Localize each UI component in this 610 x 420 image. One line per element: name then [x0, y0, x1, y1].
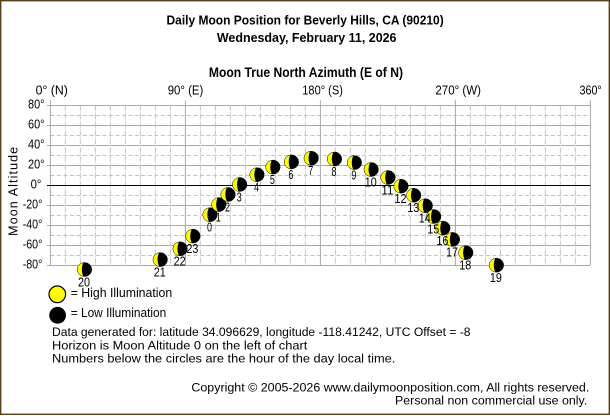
svg-text:2: 2 [225, 199, 230, 214]
svg-text:17: 17 [446, 244, 458, 259]
svg-text:9: 9 [351, 168, 356, 183]
svg-text:360°: 360° [580, 83, 602, 98]
svg-text:20°: 20° [28, 157, 45, 172]
svg-text:5: 5 [270, 172, 275, 187]
svg-text:13: 13 [407, 200, 419, 215]
svg-text:60°: 60° [28, 117, 45, 132]
svg-text:6: 6 [288, 167, 293, 182]
svg-text:10: 10 [365, 174, 377, 189]
svg-text:-60°: -60° [23, 237, 43, 252]
svg-text:19: 19 [490, 270, 502, 285]
svg-text:12: 12 [395, 191, 407, 206]
svg-text:8: 8 [332, 164, 337, 179]
svg-text:15: 15 [427, 221, 439, 236]
svg-text:21: 21 [154, 265, 166, 280]
svg-text:0° (N): 0° (N) [36, 83, 68, 98]
svg-text:Moon Altitude: Moon Altitude [7, 146, 21, 236]
svg-text:23: 23 [186, 241, 198, 256]
svg-text:7: 7 [308, 163, 313, 178]
svg-text:-20°: -20° [23, 197, 43, 212]
svg-text:= Low Illumination: = Low Illumination [71, 306, 167, 320]
svg-text:-40°: -40° [23, 217, 43, 232]
svg-text:= High Illumination: = High Illumination [71, 286, 173, 300]
svg-text:Personal non commercial use on: Personal non commercial use only. [395, 394, 587, 408]
svg-text:270° (W): 270° (W) [435, 83, 481, 98]
svg-text:Wednesday, February 11, 2026: Wednesday, February 11, 2026 [217, 30, 397, 45]
svg-text:16: 16 [436, 233, 448, 248]
svg-text:Horizon is Moon Altitude 0 on: Horizon is Moon Altitude 0 on the left o… [52, 338, 308, 352]
svg-text:Daily Moon Position for Beverl: Daily Moon Position for Beverly Hills, C… [167, 13, 444, 28]
svg-text:40°: 40° [28, 137, 45, 152]
svg-text:90° (E): 90° (E) [168, 83, 204, 98]
svg-text:18: 18 [459, 258, 471, 273]
svg-text:80°: 80° [28, 97, 45, 112]
svg-text:Copyright © 2005-2026 www.dail: Copyright © 2005-2026 www.dailymoonposit… [191, 380, 589, 394]
svg-text:14: 14 [419, 211, 431, 226]
svg-text:20: 20 [78, 274, 90, 289]
svg-text:Numbers below the circles are: Numbers below the circles are the hour o… [52, 352, 395, 366]
svg-text:Moon True North Azimuth (E of: Moon True North Azimuth (E of N) [209, 65, 403, 80]
svg-text:180° (S): 180° (S) [302, 83, 343, 98]
svg-text:22: 22 [174, 254, 186, 269]
svg-text:3: 3 [237, 189, 242, 204]
svg-text:-80°: -80° [23, 257, 43, 272]
svg-text:4: 4 [254, 180, 259, 195]
svg-text:Data generated for: latitude 3: Data generated for: latitude 34.096629, … [52, 325, 471, 339]
svg-text:0: 0 [207, 220, 212, 235]
svg-text:1: 1 [216, 210, 221, 225]
svg-text:0°: 0° [31, 177, 42, 192]
svg-text:11: 11 [381, 182, 393, 197]
